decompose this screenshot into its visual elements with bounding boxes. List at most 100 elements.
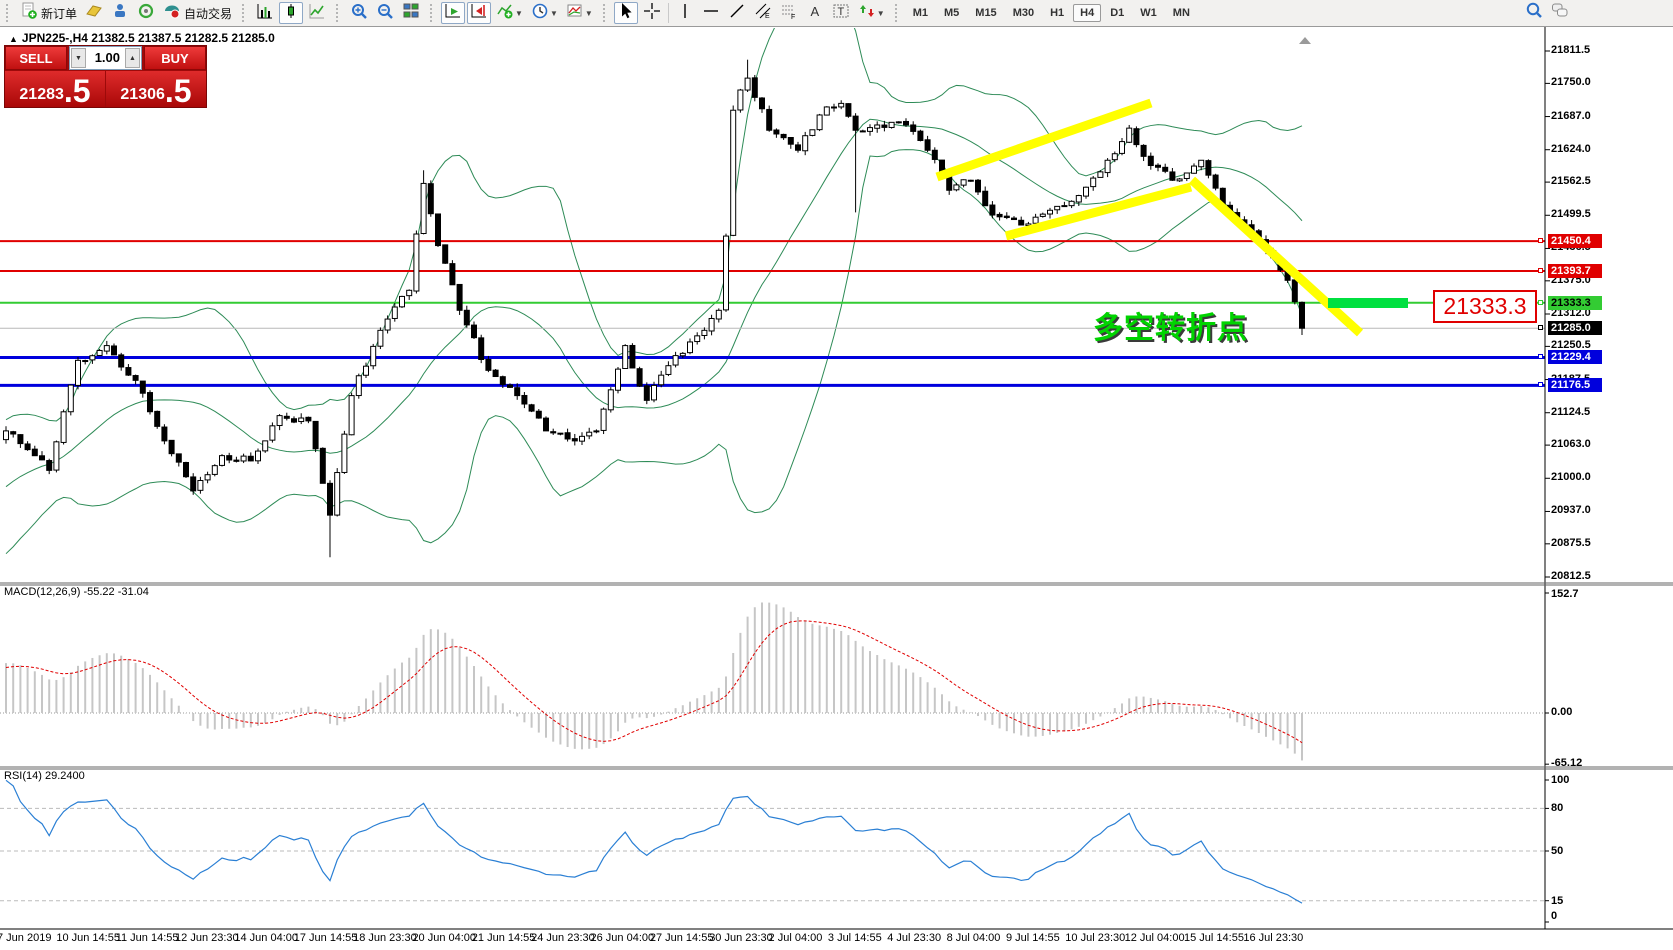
sell-price-fraction: .5 [63, 73, 91, 109]
vertical-line-icon [676, 2, 694, 25]
chevron-down-icon: ▼ [515, 8, 523, 18]
toolbar-grip [6, 4, 12, 22]
vps-button[interactable] [108, 2, 132, 24]
toolbar-separator [667, 3, 669, 23]
text-tool[interactable]: A [803, 2, 827, 24]
timeframe-h4[interactable]: H4 [1073, 4, 1102, 22]
indicators-button[interactable]: ▼ [493, 2, 526, 24]
chevron-down-icon: ▼ [584, 8, 593, 18]
arrows-tool[interactable]: ▼ [855, 2, 888, 24]
volume-down-button[interactable]: ▼ [71, 48, 86, 68]
buy-button[interactable]: BUY [144, 46, 206, 70]
timeframe-m1[interactable]: M1 [912, 7, 928, 19]
rsi-pane [0, 779, 1545, 904]
sell-button[interactable]: SELL [5, 46, 67, 70]
arrows-icon [858, 2, 876, 25]
rsi-line[interactable] [5, 779, 1303, 904]
bar-chart-button[interactable] [253, 2, 277, 24]
buy-price-main: 21306 [120, 86, 165, 103]
toolbar-grip [242, 4, 248, 22]
profiles-button[interactable] [82, 2, 106, 24]
volume-input[interactable]: 1.00 [94, 50, 120, 65]
signals-button[interactable] [134, 2, 158, 24]
macd-signal-line[interactable] [5, 620, 1303, 744]
toolbar-grip [336, 4, 342, 22]
timeframe-w1[interactable]: W1 [1140, 7, 1157, 19]
zoom-in-icon [350, 2, 368, 25]
trendline-icon [728, 2, 746, 25]
text-icon: A [806, 2, 824, 25]
svg-text:T: T [837, 6, 844, 18]
chevron-down-icon: ▼ [549, 8, 558, 18]
chart-shift-icon [470, 2, 488, 25]
clock-icon [531, 2, 549, 25]
text-label-tool[interactable]: T [829, 2, 853, 24]
horizontal-line-tool[interactable] [699, 2, 723, 24]
vertical-line-tool[interactable] [673, 2, 697, 24]
main-toolbar: 新订单 自动交易 ▼ ▼ [0, 0, 1673, 27]
timeframe-mn[interactable]: MN [1172, 7, 1190, 19]
green-highlight-bar[interactable] [1328, 298, 1408, 308]
one-click-trade-panel: SELL ▼ 1.00 ▲ BUY 21283 .5 21306 .5 [4, 45, 207, 108]
sell-price[interactable]: 21283 .5 [5, 71, 105, 107]
equidistant-channel-icon: E [754, 2, 772, 25]
timeframe-m15[interactable]: M15 [975, 7, 997, 19]
line-chart-button[interactable] [305, 2, 329, 24]
auto-scroll-icon [444, 2, 462, 25]
search-icon [1525, 1, 1543, 24]
rsi-indicator-label: RSI(14) 29.2400 [4, 770, 85, 782]
new-order-button[interactable]: 新订单 [17, 2, 80, 24]
tile-windows-button[interactable] [399, 2, 423, 24]
signals-icon [137, 2, 155, 25]
zoom-in-button[interactable] [347, 2, 371, 24]
bollinger-band-upper[interactable] [5, 0, 1303, 422]
timeframe-m30[interactable]: M30 [1012, 7, 1035, 19]
line-chart-icon [308, 2, 326, 25]
turning-point-annotation[interactable]: 多空转折点 [1093, 312, 1248, 345]
zoom-out-button[interactable] [373, 2, 397, 24]
bollinger-band-lower[interactable] [5, 149, 1303, 555]
candlestick-chart-icon [282, 2, 300, 25]
timeframe-h1[interactable]: H1 [1050, 7, 1065, 19]
candlestick-chart-button[interactable] [279, 2, 304, 25]
chart-template-icon [566, 2, 584, 25]
trendline-tool[interactable] [725, 2, 749, 24]
chevron-down-icon: ▼ [876, 8, 885, 18]
channel-tool[interactable]: E [751, 2, 775, 24]
yellow-trendline-2[interactable] [1004, 182, 1193, 241]
yellow-trendline-1[interactable] [935, 98, 1153, 182]
timeframe-d1[interactable]: D1 [1110, 7, 1125, 19]
search-button[interactable] [1522, 1, 1546, 23]
toolbar-grip [430, 4, 436, 22]
buy-price[interactable]: 21306 .5 [106, 71, 206, 107]
svg-text:E: E [765, 13, 770, 20]
bollinger-band-middle[interactable] [5, 118, 1303, 488]
svg-text:F: F [791, 14, 795, 20]
templates-button[interactable]: ▼ [563, 2, 596, 24]
chat-button[interactable] [1548, 1, 1572, 23]
auto-scroll-button[interactable] [441, 2, 466, 25]
text-label-icon: T [832, 2, 850, 25]
new-order-icon [20, 2, 38, 25]
tile-windows-icon [402, 2, 420, 25]
price-callout-box[interactable]: 21333.3 [1433, 290, 1537, 323]
collapse-triangle-icon[interactable]: ▲ [9, 34, 18, 44]
chart-shift-button[interactable] [467, 2, 492, 25]
sell-price-main: 21283 [19, 86, 64, 103]
vps-person-icon [111, 2, 129, 25]
cursor-button[interactable] [613, 2, 638, 25]
periods-button[interactable]: ▼ [528, 2, 561, 24]
volume-up-button[interactable]: ▲ [125, 48, 140, 68]
crosshair-icon [643, 2, 661, 25]
timeframe-m5[interactable]: M5 [944, 7, 960, 19]
scroll-marker-icon[interactable] [1299, 37, 1311, 44]
auto-trading-button[interactable]: 自动交易 [160, 2, 235, 24]
chart-title: ▲ JPN225-,H4 21382.5 21387.5 21282.5 2128… [9, 31, 275, 45]
crosshair-button[interactable] [640, 2, 664, 24]
macd-indicator-label: MACD(12,26,9) -55.22 -31.04 [4, 586, 149, 598]
candles [3, 59, 1305, 558]
fibonacci-tool[interactable]: F [777, 2, 801, 24]
cursor-icon [617, 2, 635, 25]
